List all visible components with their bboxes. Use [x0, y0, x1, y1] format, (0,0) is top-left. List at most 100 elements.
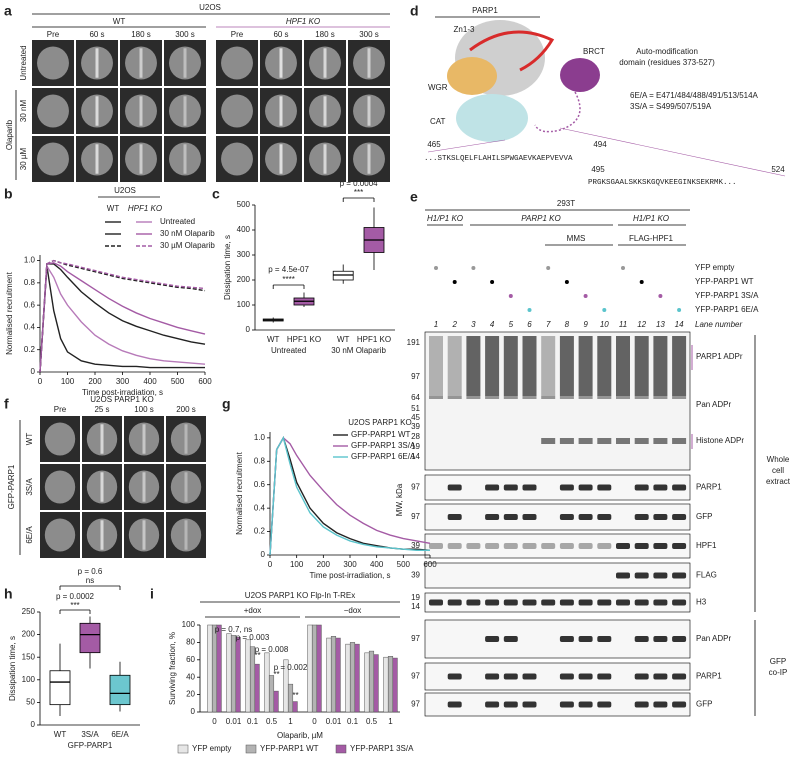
bar	[207, 624, 213, 713]
stripe	[279, 96, 283, 126]
group-label: HPF1 KO	[286, 17, 320, 26]
cell-line: 293T	[557, 199, 575, 208]
stripe	[100, 520, 104, 550]
blot-band	[672, 636, 687, 642]
stripe	[139, 144, 143, 174]
blot-label: GFP	[696, 512, 712, 521]
blot-smear	[634, 336, 649, 396]
blot-band	[672, 599, 687, 606]
x-tick-label: 100	[290, 560, 304, 569]
blot-band	[672, 543, 687, 549]
bar	[287, 683, 294, 713]
bar	[392, 657, 398, 713]
timepoint: Pre	[47, 30, 60, 39]
blot-band	[672, 701, 687, 708]
x-tick-label: 0.5	[366, 717, 378, 726]
blot-band	[597, 673, 612, 680]
legend-label: 30 nM Olaparib	[160, 229, 215, 238]
blot-smear	[672, 336, 687, 396]
blot-band	[578, 438, 593, 444]
stripe	[323, 144, 327, 174]
y-axis-label: Dissipation time, s	[223, 235, 232, 300]
blot-label: GFP	[696, 700, 712, 709]
annotation: **	[292, 691, 298, 700]
connector	[559, 127, 786, 177]
x-tick-label: 500	[171, 377, 185, 386]
blot-smear	[485, 336, 500, 396]
blot-label: FLAG	[696, 571, 717, 580]
stripe	[184, 424, 188, 454]
x-tick-label: 500	[397, 560, 411, 569]
domain-label: WGR	[428, 83, 448, 92]
construct: YFP-PARP1 WT	[695, 277, 754, 286]
lane-number: 2	[451, 320, 457, 329]
mw-label: 191	[407, 338, 421, 347]
structure	[560, 58, 600, 92]
mw-label: 28	[411, 432, 420, 441]
genotype: H1/P1 KO	[633, 214, 669, 223]
panel-label: c	[212, 186, 220, 202]
bar	[383, 656, 389, 713]
row-label: WT	[25, 433, 34, 446]
stripe	[142, 520, 146, 550]
y-tick-label: 60	[186, 655, 195, 664]
blot	[424, 692, 691, 717]
stripe	[100, 472, 104, 502]
lane-number: 11	[619, 320, 627, 329]
bar	[307, 624, 313, 713]
x-tick-label: 400	[370, 560, 384, 569]
mw-label: 64	[411, 393, 420, 402]
bar	[292, 701, 298, 713]
annotation: ***	[354, 188, 363, 197]
blot	[424, 562, 691, 589]
blot-band	[485, 484, 500, 491]
blot-band	[447, 543, 462, 549]
blot-smear	[447, 336, 462, 396]
legend-label: YFP empty	[192, 744, 231, 753]
row-label: Olaparib	[5, 119, 14, 150]
fraction-label: extract	[766, 477, 791, 486]
y-tick-label: 0	[246, 325, 251, 334]
legend-swatch	[177, 744, 189, 754]
timepoint: 180 s	[315, 30, 335, 39]
stripe	[95, 48, 99, 78]
blot-band	[447, 514, 462, 520]
timepoint: 300 s	[359, 30, 379, 39]
annotation: p = 0.0004	[340, 179, 379, 188]
stripe	[323, 96, 327, 126]
timepoint: 60 s	[89, 30, 104, 39]
blot-band	[522, 543, 537, 549]
domain-label: Zn1-3	[454, 25, 475, 34]
bar	[254, 663, 260, 713]
blot-band	[597, 599, 612, 606]
panel-label: a	[4, 3, 12, 19]
blot-band	[541, 599, 556, 606]
lane-number: 10	[600, 320, 609, 329]
y-tick-label: 150	[22, 652, 36, 661]
nucleus	[170, 422, 202, 456]
bar	[211, 624, 218, 713]
blot-band	[541, 396, 556, 399]
bar	[235, 636, 241, 713]
lane-number: 4	[490, 320, 495, 329]
nucleus	[44, 518, 76, 552]
lane-number: 9	[583, 320, 588, 329]
lane-dot	[527, 308, 532, 312]
mw-label: 97	[411, 700, 420, 709]
blot-band	[616, 572, 630, 579]
blot-band	[597, 484, 612, 491]
blot-smear	[559, 336, 574, 396]
x-tick-label: WT	[54, 730, 67, 739]
sequence: ...STKSLQELFLAHILSPWGAEVKAEPVEVVA	[424, 155, 573, 163]
sequence: PRGKSGAALSKKSKGQVKEEGINKSEKRMK...	[588, 179, 737, 187]
y-tick-label: 200	[22, 630, 36, 639]
annotation: p = 0.0002	[56, 592, 95, 601]
lane-dot	[658, 294, 663, 298]
y-tick-label: 0	[191, 707, 196, 716]
series-line	[39, 266, 205, 373]
blot-band	[503, 701, 518, 708]
mw-label: 19	[411, 593, 420, 602]
blot-band	[653, 396, 668, 399]
treatment: FLAG-HPF1	[629, 234, 674, 243]
mw-label: 39	[411, 571, 420, 580]
